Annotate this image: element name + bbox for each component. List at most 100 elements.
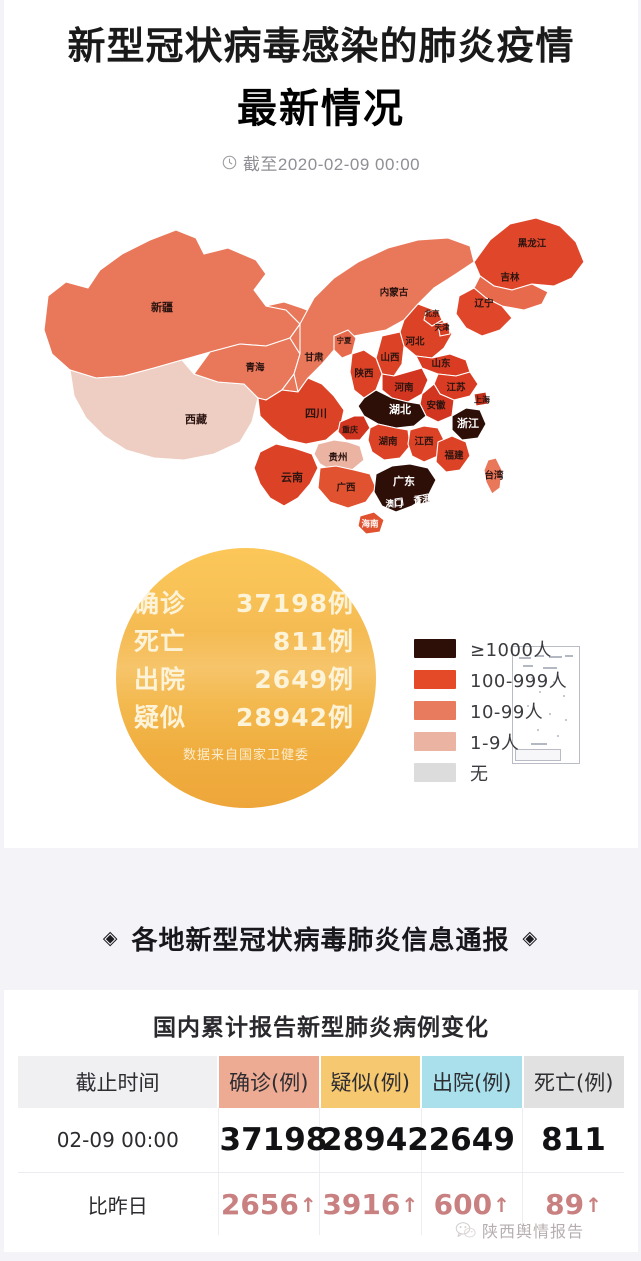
map-label-shandong: 山东 — [431, 358, 451, 370]
china-map-svg: 新疆 西藏 青海 甘肃 宁夏 内蒙古 黑龙江 吉林 辽宁 北京 天津 河北 山西… — [43, 217, 585, 535]
stat-value-deaths: 811例 — [272, 627, 354, 656]
national-cumulative-table: 截止时间 确诊(例) 疑似(例) 出院(例) 死亡(例) 02-09 00:00… — [18, 1056, 624, 1235]
province-chongqing — [337, 415, 371, 441]
legend-label-10-99: 10-99人 — [470, 701, 544, 723]
map-label-shanxi: 山西 — [380, 352, 400, 364]
map-label-liaoning: 辽宁 — [474, 298, 494, 310]
arrow-up-icon: ↑ — [299, 1192, 317, 1217]
delta-suspected-value: 3916 — [322, 1187, 401, 1221]
table-header-time: 截止时间 — [18, 1056, 219, 1108]
stat-value-confirmed: 37198例 — [236, 589, 354, 618]
table-header-discharged: 出院(例) — [421, 1056, 524, 1108]
map-label-anhui: 安徽 — [426, 400, 446, 412]
summary-stats-circle: 确诊 37198例 死亡 811例 出院 2649例 疑似 28942例 数据来… — [116, 548, 376, 808]
legend-swatch-1000plus — [414, 639, 456, 658]
province-beijing — [423, 309, 443, 327]
cell-total-deaths: 811 — [522, 1108, 624, 1173]
map-label-zhejiang: 浙江 — [457, 416, 479, 430]
cell-total-confirmed: 37198 — [217, 1108, 327, 1173]
map-label-jiangxi: 江西 — [414, 436, 434, 448]
cell-delta-label: 比昨日 — [87, 1193, 148, 1218]
cell-delta-suspected: 3916↑ — [319, 1172, 421, 1235]
legend-label-none: 无 — [470, 763, 489, 785]
stat-value-discharged: 2649例 — [254, 665, 354, 694]
south-china-sea-inset — [512, 646, 580, 764]
province-hunan — [367, 423, 411, 461]
map-label-tibet: 西藏 — [185, 412, 207, 426]
cell-total-suspected: 28942 — [319, 1108, 429, 1173]
table-header-row: 截止时间 确诊(例) 疑似(例) 出院(例) 死亡(例) — [18, 1056, 624, 1108]
province-tibet — [69, 359, 259, 461]
china-map: 新疆 西藏 青海 甘肃 宁夏 内蒙古 黑龙江 吉林 辽宁 北京 天津 河北 山西… — [4, 178, 638, 764]
stat-label-discharged: 出院 — [134, 665, 187, 694]
timestamp-text: 截至2020-02-09 00:00 — [242, 155, 421, 174]
cell-total-discharged: 2649 — [420, 1108, 523, 1173]
diamond-right-icon: ◈ — [522, 927, 539, 949]
province-shanghai — [473, 391, 489, 407]
cell-delta-deaths: 89↑ — [522, 1172, 624, 1235]
map-label-hebei: 河北 — [405, 336, 425, 348]
timestamp-row: 截至2020-02-09 00:00 — [4, 150, 638, 175]
province-guangxi — [317, 465, 377, 509]
legend-label-100-999: 100-999人 — [470, 670, 568, 692]
delta-discharged-value: 600 — [433, 1187, 493, 1221]
map-label-tianjin: 天津 — [435, 322, 450, 332]
map-label-chongqing: 重庆 — [342, 425, 358, 435]
cell-total-time: 02-09 00:00 — [18, 1108, 218, 1173]
map-label-gansu: 甘肃 — [304, 352, 324, 364]
map-label-guangxi: 广西 — [336, 482, 356, 494]
province-sichuan — [257, 377, 345, 445]
wechat-logo-icon — [455, 1221, 477, 1240]
legend-item-none: 无 — [414, 757, 567, 788]
province-yunnan — [253, 443, 319, 507]
map-label-sichuan: 四川 — [305, 407, 327, 420]
map-label-shaanxi: 陕西 — [354, 368, 374, 380]
legend-swatch-1-9 — [414, 732, 456, 751]
legend-label-1000plus: ≥1000人 — [470, 639, 552, 661]
table-header-suspected: 疑似(例) — [319, 1056, 422, 1108]
map-label-yunnan: 云南 — [281, 470, 303, 484]
arrow-up-icon: ↑ — [401, 1192, 419, 1217]
map-label-guizhou: 贵州 — [328, 452, 347, 464]
legend-item-1000plus: ≥1000人 — [414, 633, 567, 664]
map-label-hongkong: 香港 — [412, 495, 431, 506]
province-hongkong — [417, 493, 431, 505]
watermark: 陕西舆情报告 — [455, 1218, 584, 1242]
map-label-macau: 澳门 — [385, 499, 402, 510]
province-hainan — [357, 511, 385, 535]
province-liaoning — [455, 287, 513, 337]
map-label-hunan: 湖南 — [378, 436, 398, 448]
stats-source-note: 数据来自国家卫健委 — [182, 748, 309, 763]
diamond-left-icon: ◈ — [102, 927, 119, 949]
province-henan — [381, 367, 429, 403]
map-label-qinghai: 青海 — [245, 362, 265, 374]
stat-row-deaths: 死亡 811例 — [134, 622, 358, 660]
clock-icon — [222, 155, 237, 170]
province-macau — [394, 497, 404, 507]
map-label-ningxia: 宁夏 — [337, 335, 352, 345]
section-heading-text: 各地新型冠状病毒肺炎信息通报 — [131, 926, 510, 956]
stat-row-discharged: 出院 2649例 — [134, 660, 358, 698]
legend-swatch-none — [414, 763, 456, 782]
map-label-henan: 河南 — [394, 382, 414, 394]
legend-item-1-9: 1-9人 — [414, 726, 567, 757]
table-header-deaths: 死亡(例) — [522, 1056, 624, 1108]
legend-label-1-9: 1-9人 — [470, 732, 520, 754]
map-label-hainan: 海南 — [361, 519, 379, 530]
province-tianjin — [437, 321, 451, 337]
stat-value-suspected: 28942例 — [236, 703, 354, 732]
table-row-total: 02-09 00:00 37198 28942 2649 811 — [18, 1108, 624, 1173]
map-labels: 新疆 西藏 青海 甘肃 宁夏 内蒙古 黑龙江 吉林 辽宁 北京 天津 河北 山西… — [151, 238, 547, 530]
cell-delta-confirmed: 2656↑ — [217, 1172, 320, 1235]
stat-row-confirmed: 确诊 37198例 — [134, 584, 358, 622]
map-label-guangdong: 广东 — [393, 474, 415, 488]
arrow-up-icon: ↑ — [585, 1192, 602, 1217]
section-heading: ◈ 各地新型冠状病毒肺炎信息通报 ◈ — [0, 920, 641, 957]
province-hubei — [357, 389, 427, 429]
map-label-taiwan: 台湾 — [484, 470, 504, 482]
delta-confirmed-value: 2656 — [220, 1187, 299, 1221]
arrow-up-icon: ↑ — [493, 1192, 510, 1217]
map-label-inner-mongolia: 内蒙古 — [380, 287, 409, 299]
stat-label-deaths: 死亡 — [134, 627, 187, 656]
